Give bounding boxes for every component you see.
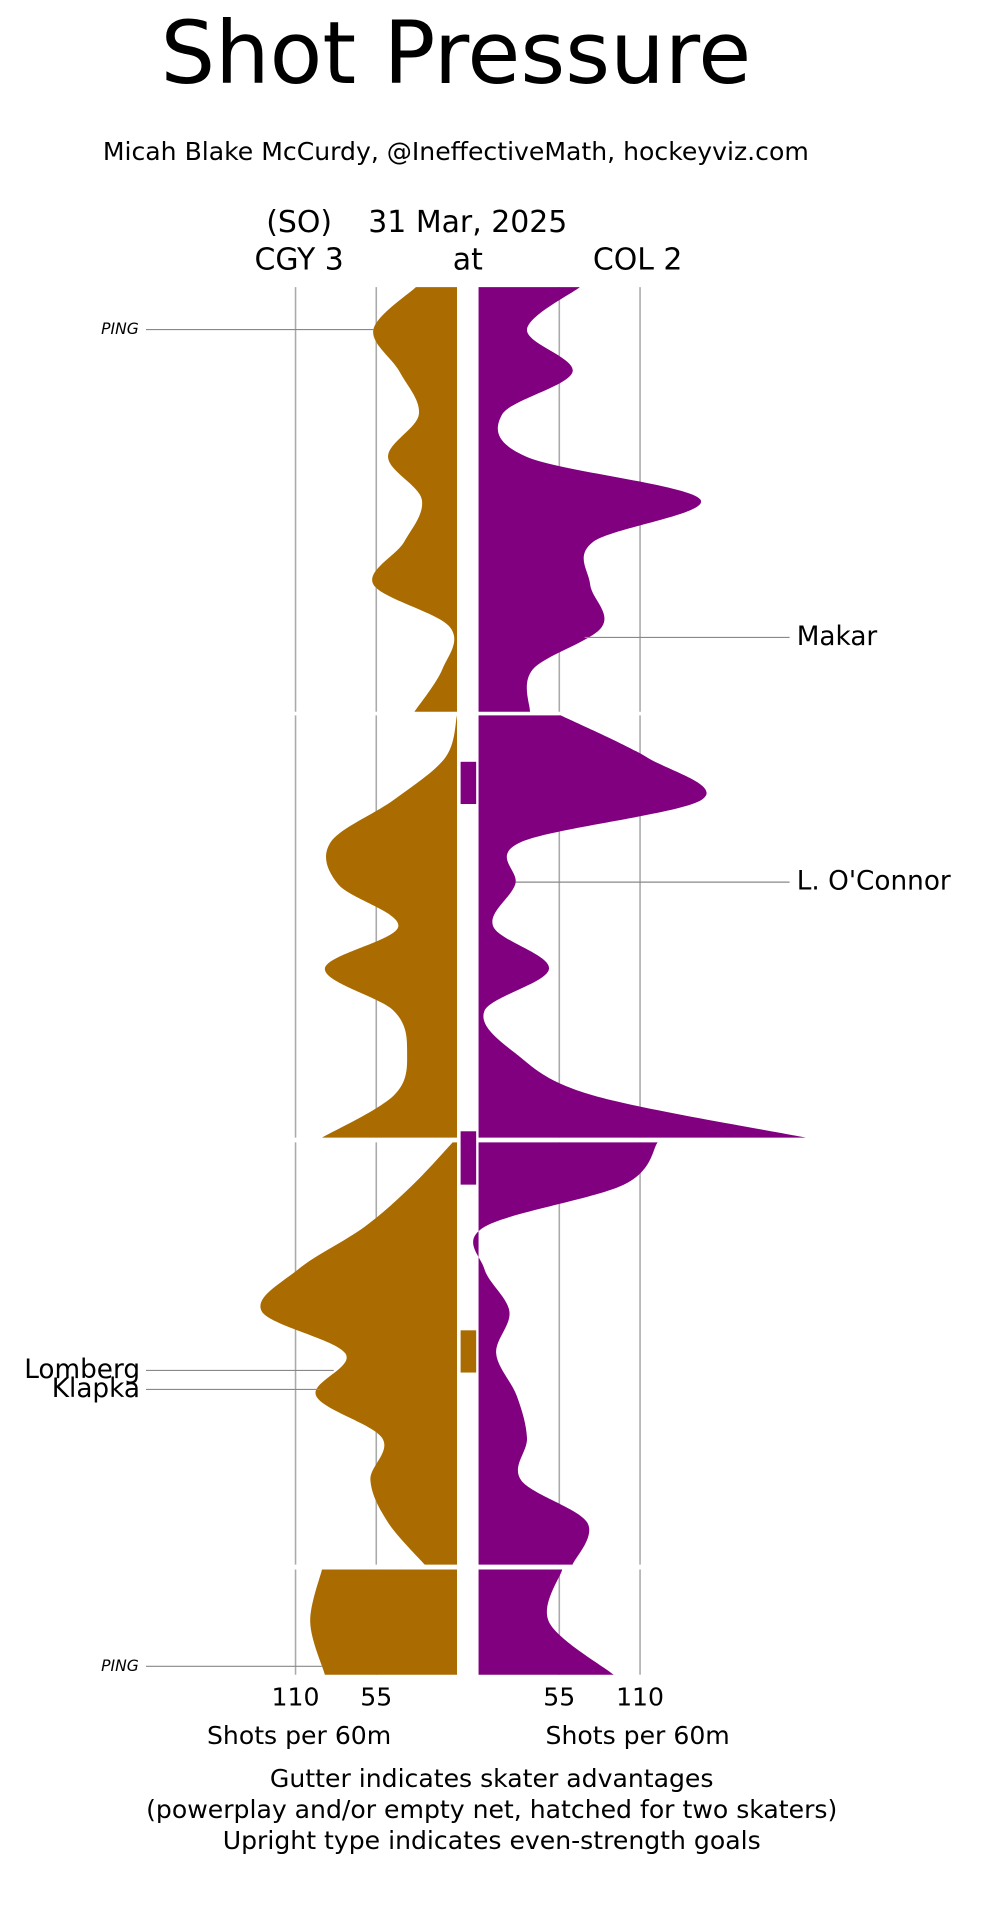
annotation-label: PING (101, 320, 139, 338)
x-tick-label: 110 (272, 1683, 320, 1712)
home-team: COL 2 (593, 242, 683, 277)
date: 31 Mar, 2025 (368, 205, 567, 240)
pressure-area (372, 287, 458, 712)
gutter-bar (460, 1131, 477, 1185)
x-tick-label: 55 (543, 1683, 575, 1712)
pressure-area (478, 287, 702, 712)
annotation-label: PING (101, 1657, 139, 1675)
pressure-area (478, 1569, 614, 1675)
x-axis-label: Shots per 60m (546, 1721, 730, 1750)
x-tick-label: 55 (360, 1683, 392, 1712)
pressure-area (310, 1569, 458, 1675)
annotation-label: Lomberg (24, 1355, 140, 1385)
away-team: CGY 3 (254, 242, 343, 277)
x-axis-label: Shots per 60m (207, 1721, 391, 1750)
annotation-label: Klapka (52, 1374, 140, 1404)
gutter-bar (460, 1330, 477, 1373)
pressure-area (478, 715, 806, 1138)
gutter-bar (460, 761, 477, 805)
chart-title: Shot Pressure (160, 4, 751, 104)
annotation-label: Makar (797, 622, 878, 652)
x-tick-label: 110 (616, 1683, 664, 1712)
annotation-label: L. O'Connor (797, 867, 951, 897)
footnote: Upright type indicates even-strength goa… (223, 1826, 761, 1855)
pressure-area (321, 715, 458, 1138)
pressure-area (473, 1142, 658, 1565)
result: (SO) (266, 205, 332, 240)
subtitle: Micah Blake McCurdy, @IneffectiveMath, h… (103, 137, 809, 166)
at: at (453, 242, 483, 277)
footnote: (powerplay and/or empty net, hatched for… (146, 1795, 837, 1824)
footnote: Gutter indicates skater advantages (270, 1764, 714, 1793)
pressure-area (260, 1142, 458, 1565)
